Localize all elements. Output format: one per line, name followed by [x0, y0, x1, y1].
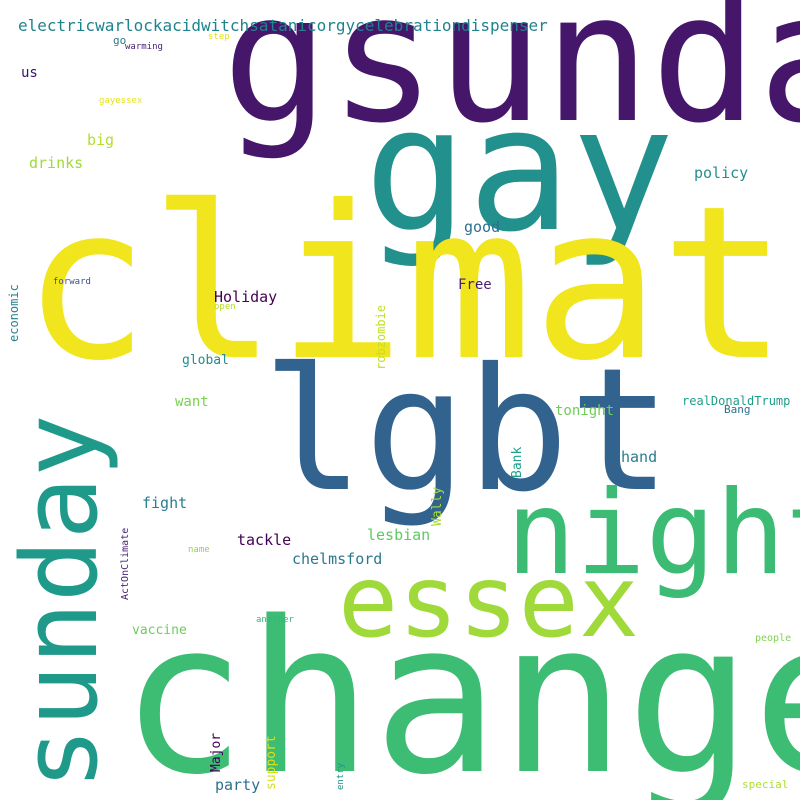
- word-gsunday: gsunday: [222, 0, 800, 162]
- word-us: us: [21, 65, 38, 81]
- word-tackle: tackle: [237, 531, 292, 549]
- word-electric: electricwarlockacidwitchsatanicorgyceleb…: [18, 16, 548, 35]
- word-actonclimate: ActOnClimate: [120, 527, 131, 600]
- word-lesbian: lesbian: [367, 526, 431, 544]
- word-bang: Bang: [724, 403, 751, 416]
- word-want: want: [175, 394, 209, 410]
- word-lgbt: lgbt: [262, 332, 672, 530]
- word-party: party: [215, 776, 261, 794]
- word-holiday: Holiday: [214, 288, 278, 306]
- word-economic: economic: [7, 284, 21, 342]
- word-vaccine: vaccine: [132, 623, 187, 638]
- word-drinks: drinks: [29, 154, 84, 172]
- word-good: good: [464, 218, 501, 236]
- word-gay: gay: [364, 69, 675, 270]
- word-warming: warming: [125, 42, 163, 52]
- word-support: support: [264, 735, 279, 790]
- word-sunday: sunday: [0, 414, 121, 790]
- word-essex: essex: [338, 543, 640, 660]
- word-another: another: [256, 615, 294, 625]
- word-free: Free: [458, 277, 492, 293]
- word-major: Major: [209, 732, 224, 772]
- word-chelmsford: chelmsford: [292, 550, 383, 568]
- word-wally: Wally: [430, 486, 445, 526]
- word-tonight: tonight: [555, 403, 615, 419]
- word-forward: forward: [53, 277, 91, 287]
- word-gayessex: gayessex: [99, 96, 143, 106]
- word-name: name: [188, 545, 210, 555]
- word-policy: policy: [694, 164, 749, 182]
- word-realdonaldtrump: realDonaldTrump: [682, 394, 791, 408]
- word-open: open: [214, 302, 236, 312]
- word-climate: climate: [22, 160, 800, 407]
- word-bank: Bank: [510, 446, 525, 478]
- word-entry: entry: [336, 762, 346, 790]
- word-people: people: [755, 633, 792, 644]
- word-go: go: [113, 34, 127, 47]
- word-big: big: [87, 131, 115, 149]
- word-global: global: [182, 353, 229, 368]
- word-step: step: [208, 32, 230, 42]
- word-hand: hand: [621, 448, 658, 466]
- word-special: special: [742, 778, 789, 791]
- word-night: night: [506, 466, 800, 601]
- word-fight: fight: [142, 494, 188, 512]
- word-robzombie: robzombie: [374, 304, 388, 370]
